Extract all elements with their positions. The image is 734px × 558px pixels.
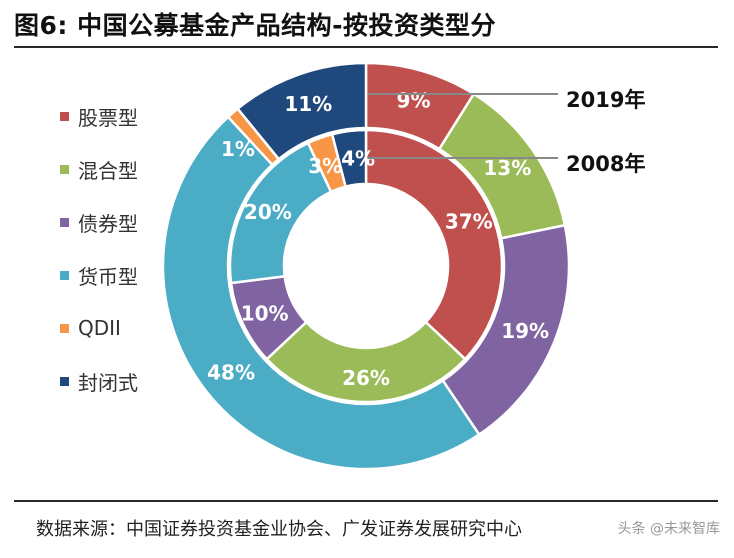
- page-title: 图6: 中国公募基金产品结构-按投资类型分: [14, 11, 496, 40]
- legend-label: QDII: [78, 316, 121, 340]
- legend-swatch: [60, 217, 69, 227]
- label-inner-stock: 37%: [445, 210, 493, 234]
- legend-swatch: [60, 323, 69, 333]
- slice-outer-money: [161, 115, 481, 471]
- legend-item-mixed: 混合型: [60, 157, 138, 183]
- label-inner-money: 20%: [244, 200, 292, 224]
- legend-item-qdii: QDII: [60, 316, 121, 340]
- outer-ring-2019: [161, 61, 571, 471]
- label-inner-bond: 10%: [241, 302, 289, 326]
- inner-ring-2008: [228, 128, 504, 404]
- label-outer-bond: 19%: [501, 319, 549, 343]
- legend-swatch: [60, 376, 69, 386]
- legend-label: 货币型: [78, 264, 138, 289]
- annotation-2019: 2019年: [566, 88, 646, 112]
- label-inner-qdii: 3%: [308, 154, 342, 178]
- label-outer-qdii: 1%: [221, 137, 255, 161]
- legend-item-money: 货币型: [60, 263, 138, 289]
- slice-inner-closed: [330, 128, 368, 189]
- annotation-leaders: [368, 93, 558, 159]
- source-note: 数据来源：中国证券投资基金业协会、广发证券发展研究中心: [36, 519, 522, 540]
- legend-label: 股票型: [78, 105, 138, 130]
- label-outer-closed: 11%: [284, 92, 332, 116]
- watermark: 头条 @未来智库: [617, 521, 720, 537]
- label-outer-stock: 9%: [397, 89, 431, 113]
- slice-labels: 9%13%19%48%11%1%37%26%10%20%3%4%: [207, 89, 549, 390]
- label-outer-mixed: 13%: [483, 156, 531, 180]
- legend-swatch: [60, 111, 69, 121]
- slice-inner-mixed: [265, 320, 467, 404]
- slice-inner-stock: [364, 128, 504, 361]
- annotation-2008: 2008年: [566, 152, 646, 176]
- legend-item-closed: 封闭式: [60, 369, 138, 395]
- slice-outer-closed: [235, 61, 368, 161]
- legend-swatch: [60, 270, 69, 280]
- legend-label: 债券型: [78, 211, 138, 236]
- legend-swatch: [60, 164, 69, 174]
- label-outer-money: 48%: [207, 361, 255, 385]
- footer-divider: [14, 500, 718, 502]
- legend-label: 混合型: [78, 158, 138, 183]
- title-divider: [14, 46, 718, 48]
- legend-item-stock: 股票型: [60, 104, 138, 130]
- legend-item-bond: 债券型: [60, 210, 138, 236]
- legend-label: 封闭式: [78, 370, 138, 395]
- label-inner-mixed: 26%: [342, 366, 390, 390]
